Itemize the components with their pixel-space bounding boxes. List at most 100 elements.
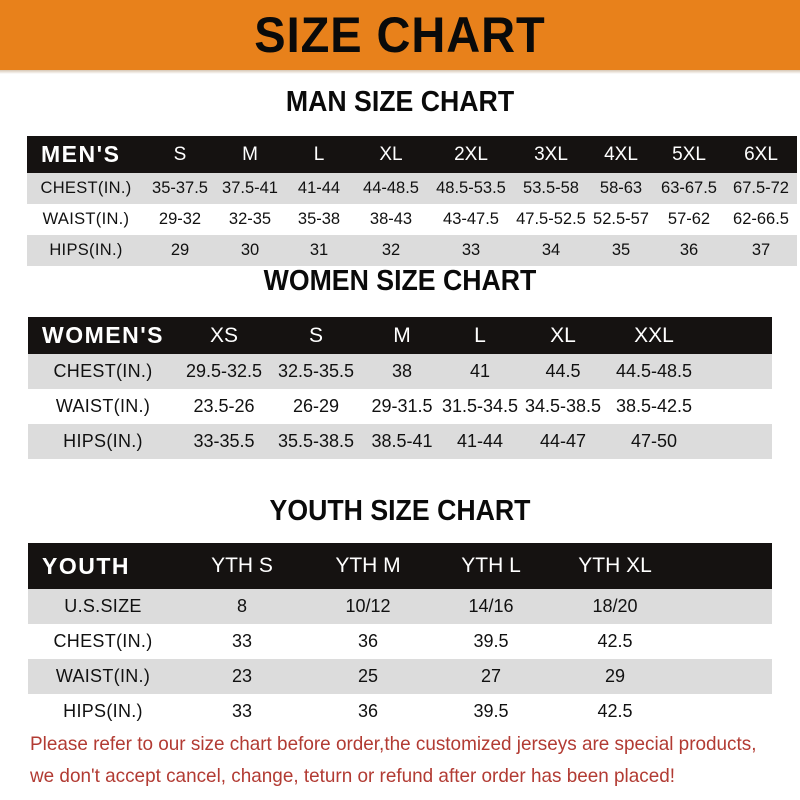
banner-shadow bbox=[0, 70, 800, 74]
page-banner: SIZE CHART bbox=[0, 0, 800, 70]
women-col-5: XXL bbox=[634, 323, 674, 347]
women-col-1: S bbox=[308, 323, 323, 347]
men-row-2-label: HIPS(IN.) bbox=[49, 241, 123, 259]
men-col-4: 2XL bbox=[454, 143, 488, 165]
men-cell-2-7: 36 bbox=[679, 241, 699, 259]
table-row: WAIST(IN.) 29-32 32-35 35-38 38-43 43-47… bbox=[27, 204, 797, 235]
men-cell-0-5: 53.5-58 bbox=[523, 179, 579, 197]
youth-cell-1-0: 33 bbox=[231, 631, 253, 651]
men-cell-2-3: 32 bbox=[381, 241, 401, 259]
table-row: HIPS(IN.) 33 36 39.5 42.5 bbox=[28, 694, 772, 729]
footer-disclaimer-line-1: Please refer to our size chart before or… bbox=[30, 733, 757, 755]
footer-disclaimer: Please refer to our size chart before or… bbox=[30, 728, 756, 792]
youth-cell-0-3: 18/20 bbox=[592, 596, 638, 616]
men-cell-1-6: 52.5-57 bbox=[593, 210, 649, 228]
women-cell-2-0: 33-35.5 bbox=[193, 431, 255, 451]
women-cell-1-1: 26-29 bbox=[292, 396, 340, 416]
youth-cell-3-2: 39.5 bbox=[473, 701, 509, 721]
women-cell-0-5: 44.5-48.5 bbox=[615, 361, 693, 381]
men-cell-0-4: 48.5-53.5 bbox=[436, 179, 506, 197]
men-cell-2-8: 37 bbox=[751, 241, 771, 259]
men-cell-2-2: 31 bbox=[309, 241, 329, 259]
youth-cell-3-0: 33 bbox=[231, 701, 253, 721]
men-cell-2-1: 30 bbox=[240, 241, 260, 259]
women-cell-0-0: 29.5-32.5 bbox=[185, 361, 263, 381]
men-cell-1-8: 62-66.5 bbox=[733, 210, 789, 228]
women-cell-2-5: 47-50 bbox=[630, 431, 678, 451]
women-cell-2-2: 38.5-41 bbox=[371, 431, 433, 451]
women-cell-2-6 bbox=[700, 424, 772, 459]
men-col-1: M bbox=[242, 143, 258, 165]
men-col-2: L bbox=[313, 143, 325, 165]
women-col-2: M bbox=[393, 323, 411, 347]
women-cell-0-6 bbox=[700, 354, 772, 389]
men-col-0: S bbox=[173, 143, 187, 165]
youth-cell-3-4 bbox=[678, 694, 772, 729]
men-cell-0-2: 41-44 bbox=[297, 179, 341, 197]
youth-col-1: YTH M bbox=[335, 554, 401, 577]
women-cell-0-2: 38 bbox=[391, 361, 413, 381]
women-cell-2-4: 44-47 bbox=[539, 431, 587, 451]
men-cell-1-1: 32-35 bbox=[228, 210, 272, 228]
men-cell-1-3: 38-43 bbox=[369, 210, 413, 228]
men-cell-0-8: 67.5-72 bbox=[733, 179, 789, 197]
youth-cell-1-4 bbox=[678, 624, 772, 659]
men-col-7: 5XL bbox=[672, 143, 706, 165]
youth-col-2: YTH L bbox=[461, 554, 521, 577]
men-size-table: MEN'S S M L XL 2XL 3XL 4XL 5XL 6XL CHEST… bbox=[27, 136, 797, 266]
table-row: HIPS(IN.) 29 30 31 32 33 34 35 36 37 bbox=[27, 235, 797, 266]
table-row: CHEST(IN.) 29.5-32.5 32.5-35.5 38 41 44.… bbox=[28, 354, 772, 389]
women-row-0-label: CHEST(IN.) bbox=[53, 361, 153, 381]
women-cell-0-4: 44.5 bbox=[545, 361, 581, 381]
table-header-row: YOUTH YTH S YTH M YTH L YTH XL bbox=[28, 543, 772, 589]
youth-cell-3-3: 42.5 bbox=[597, 701, 633, 721]
footer-disclaimer-line-2: we don't accept cancel, change, teturn o… bbox=[30, 765, 676, 787]
women-col-4: XL bbox=[550, 323, 576, 347]
men-cell-1-7: 57-62 bbox=[667, 210, 711, 228]
youth-cell-0-4 bbox=[678, 589, 772, 624]
youth-size-table: YOUTH YTH S YTH M YTH L YTH XL U.S.SIZE … bbox=[28, 543, 772, 729]
youth-row-2-label: WAIST(IN.) bbox=[55, 666, 151, 686]
women-cell-1-2: 29-31.5 bbox=[371, 396, 433, 416]
youth-col-3: YTH XL bbox=[578, 554, 652, 577]
men-col-5: 3XL bbox=[534, 143, 568, 165]
men-cell-0-6: 58-63 bbox=[599, 179, 643, 197]
table-row: CHEST(IN.) 35-37.5 37.5-41 41-44 44-48.5… bbox=[27, 173, 797, 204]
women-cell-0-1: 32.5-35.5 bbox=[277, 361, 355, 381]
women-cell-2-3: 41-44 bbox=[456, 431, 504, 451]
men-cell-1-5: 47.5-52.5 bbox=[516, 210, 586, 228]
women-section-title: WOMEN SIZE CHART bbox=[263, 265, 537, 297]
youth-cell-0-0: 8 bbox=[236, 596, 247, 616]
women-cell-0-3: 41 bbox=[469, 361, 491, 381]
men-cell-1-2: 35-38 bbox=[297, 210, 341, 228]
youth-section-title: YOUTH SIZE CHART bbox=[269, 495, 531, 527]
men-cell-0-3: 44-48.5 bbox=[363, 179, 419, 197]
table-row: CHEST(IN.) 33 36 39.5 42.5 bbox=[28, 624, 772, 659]
women-cell-1-4: 34.5-38.5 bbox=[524, 396, 602, 416]
women-cell-1-6 bbox=[700, 389, 772, 424]
youth-cell-2-0: 23 bbox=[231, 666, 253, 686]
women-col-6 bbox=[700, 317, 772, 354]
women-col-3: L bbox=[474, 323, 486, 347]
women-cell-1-5: 38.5-42.5 bbox=[615, 396, 693, 416]
men-row-0-label: CHEST(IN.) bbox=[40, 179, 132, 197]
table-header-row: WOMEN'S XS S M L XL XXL bbox=[28, 317, 772, 354]
page-title: SIZE CHART bbox=[254, 7, 546, 63]
women-size-table: WOMEN'S XS S M L XL XXL CHEST(IN.) 29.5-… bbox=[28, 317, 772, 459]
women-col-0: XS bbox=[209, 323, 238, 347]
youth-row-3-label: HIPS(IN.) bbox=[63, 701, 143, 721]
youth-cell-2-3: 29 bbox=[604, 666, 626, 686]
men-cell-2-0: 29 bbox=[170, 241, 190, 259]
table-row: HIPS(IN.) 33-35.5 35.5-38.5 38.5-41 41-4… bbox=[28, 424, 772, 459]
men-cell-0-1: 37.5-41 bbox=[222, 179, 278, 197]
youth-row-1-label: CHEST(IN.) bbox=[53, 631, 153, 651]
men-col-3: XL bbox=[379, 143, 403, 165]
men-row-1-label: WAIST(IN.) bbox=[42, 210, 130, 228]
youth-cell-0-2: 14/16 bbox=[468, 596, 514, 616]
youth-row-header-label: YOUTH bbox=[42, 552, 130, 579]
youth-row-0-label: U.S.SIZE bbox=[64, 596, 142, 616]
youth-cell-1-1: 36 bbox=[357, 631, 379, 651]
youth-cell-2-2: 27 bbox=[480, 666, 502, 686]
women-cell-1-0: 23.5-26 bbox=[193, 396, 255, 416]
